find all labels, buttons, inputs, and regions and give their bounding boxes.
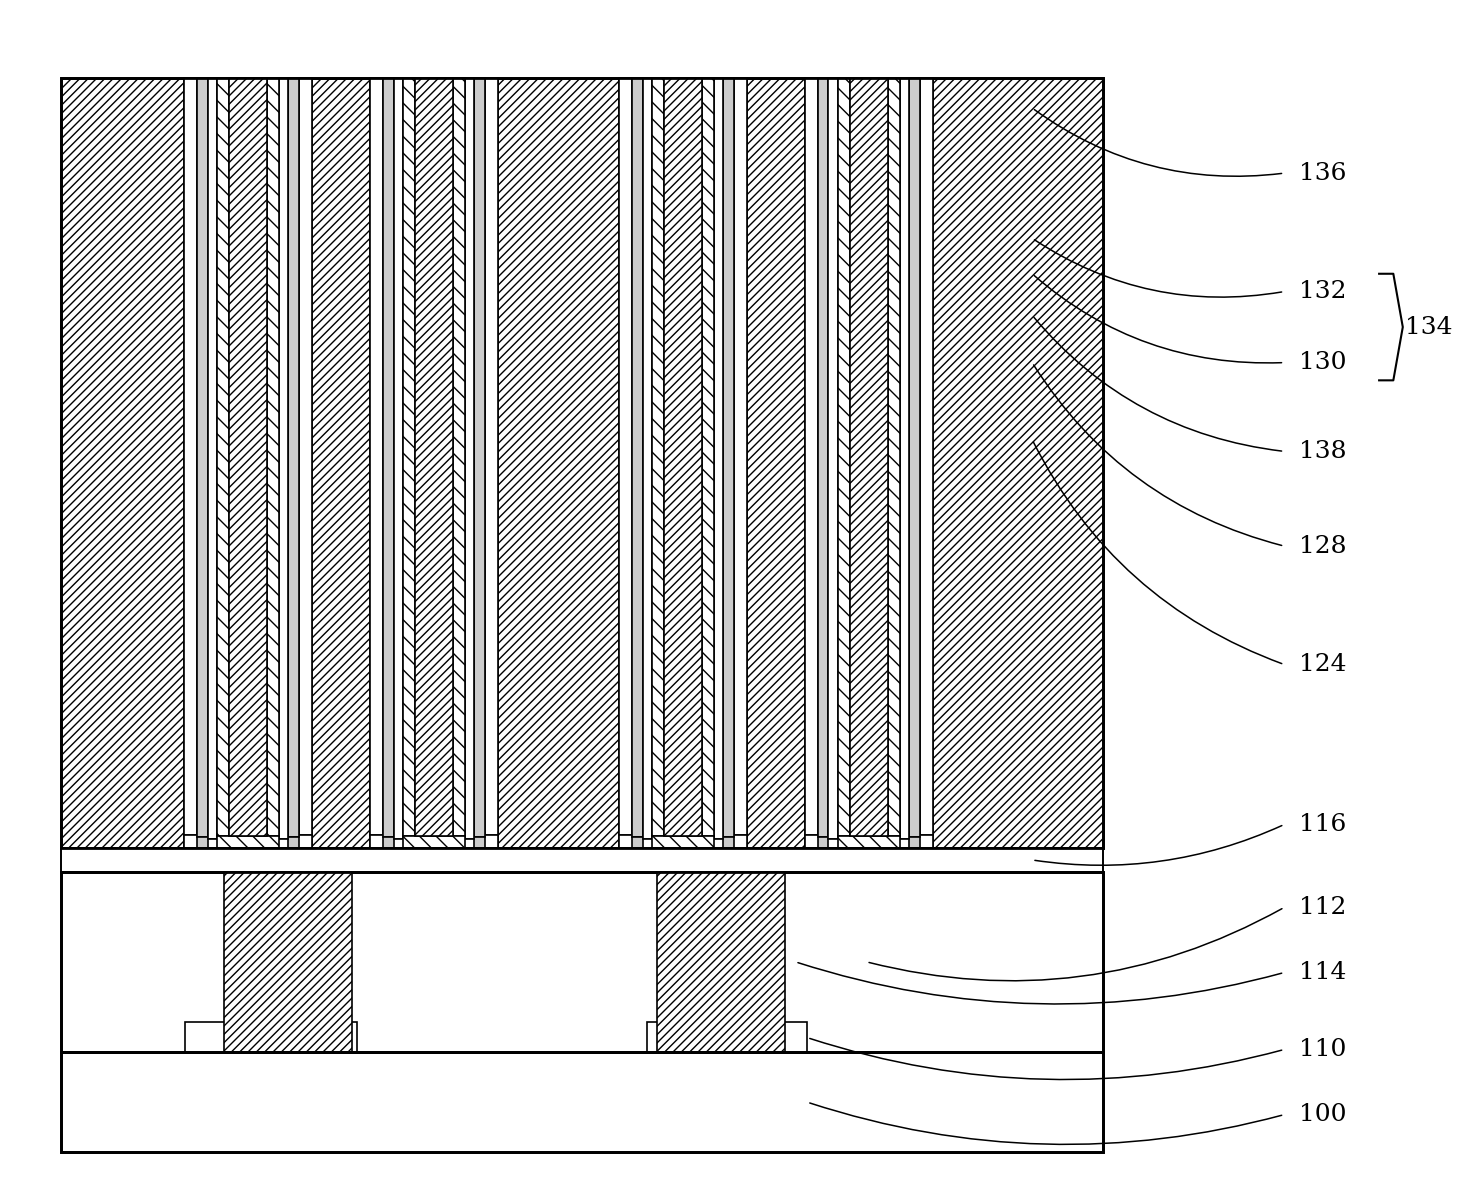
Bar xyxy=(899,78,910,839)
Bar xyxy=(887,78,899,837)
Bar xyxy=(828,839,910,848)
Bar xyxy=(208,839,288,848)
Bar xyxy=(61,871,1103,1052)
Bar xyxy=(632,78,643,838)
Bar xyxy=(61,1052,1103,1153)
Bar xyxy=(279,78,288,839)
Bar xyxy=(632,838,733,848)
Text: 134: 134 xyxy=(1405,316,1453,338)
Bar xyxy=(657,871,785,1052)
Bar xyxy=(838,78,850,837)
Text: 116: 116 xyxy=(1298,813,1346,836)
Bar xyxy=(651,837,714,848)
Text: 110: 110 xyxy=(1298,1037,1346,1061)
Text: 124: 124 xyxy=(1298,653,1346,677)
Bar xyxy=(267,78,279,837)
Bar xyxy=(818,838,920,848)
Text: 114: 114 xyxy=(1298,961,1346,984)
Bar xyxy=(714,78,723,839)
Bar xyxy=(464,78,475,839)
Bar xyxy=(485,78,499,836)
Bar xyxy=(184,836,312,848)
Bar xyxy=(197,78,208,838)
Text: 128: 128 xyxy=(1298,534,1346,558)
Bar xyxy=(61,78,1103,848)
Bar xyxy=(370,78,383,836)
Bar xyxy=(61,848,1103,871)
Bar xyxy=(393,839,475,848)
Bar xyxy=(643,78,651,839)
Bar xyxy=(229,78,267,837)
Bar xyxy=(647,1022,807,1053)
Bar xyxy=(804,78,932,848)
Bar xyxy=(416,78,453,837)
Bar xyxy=(217,837,279,848)
Bar xyxy=(818,78,828,838)
Bar xyxy=(197,838,300,848)
Bar xyxy=(61,78,1103,848)
Bar xyxy=(61,871,1103,1052)
Text: 132: 132 xyxy=(1298,280,1346,303)
Bar xyxy=(404,837,464,848)
Bar xyxy=(850,78,887,837)
Bar xyxy=(838,837,899,848)
Bar xyxy=(370,836,499,848)
Bar xyxy=(910,78,920,838)
Bar xyxy=(920,78,932,836)
Bar xyxy=(702,78,714,837)
Bar xyxy=(651,78,663,837)
Text: 100: 100 xyxy=(1298,1103,1346,1126)
Bar xyxy=(804,836,932,848)
Bar xyxy=(61,848,1103,871)
Bar xyxy=(217,78,229,837)
Text: 130: 130 xyxy=(1298,351,1346,374)
Bar xyxy=(619,78,746,848)
Bar xyxy=(61,1052,1103,1153)
Bar xyxy=(383,838,485,848)
Bar xyxy=(643,839,723,848)
Bar xyxy=(393,78,404,839)
Bar xyxy=(208,78,217,839)
Bar xyxy=(370,78,499,848)
Bar xyxy=(383,78,393,838)
Bar xyxy=(619,836,746,848)
Bar xyxy=(300,78,312,836)
Bar xyxy=(224,871,352,1052)
Bar xyxy=(733,78,746,836)
Bar xyxy=(288,78,300,838)
Text: 112: 112 xyxy=(1298,896,1346,919)
Bar xyxy=(723,78,733,838)
Bar xyxy=(475,78,485,838)
Bar xyxy=(804,78,818,836)
Bar xyxy=(186,1022,358,1053)
Bar xyxy=(828,78,838,839)
Bar xyxy=(619,78,632,836)
Text: 138: 138 xyxy=(1298,440,1346,463)
Bar xyxy=(404,78,416,837)
Text: 136: 136 xyxy=(1298,161,1346,185)
Bar xyxy=(184,78,312,848)
Bar xyxy=(453,78,464,837)
Bar xyxy=(184,78,197,836)
Bar xyxy=(663,78,702,837)
